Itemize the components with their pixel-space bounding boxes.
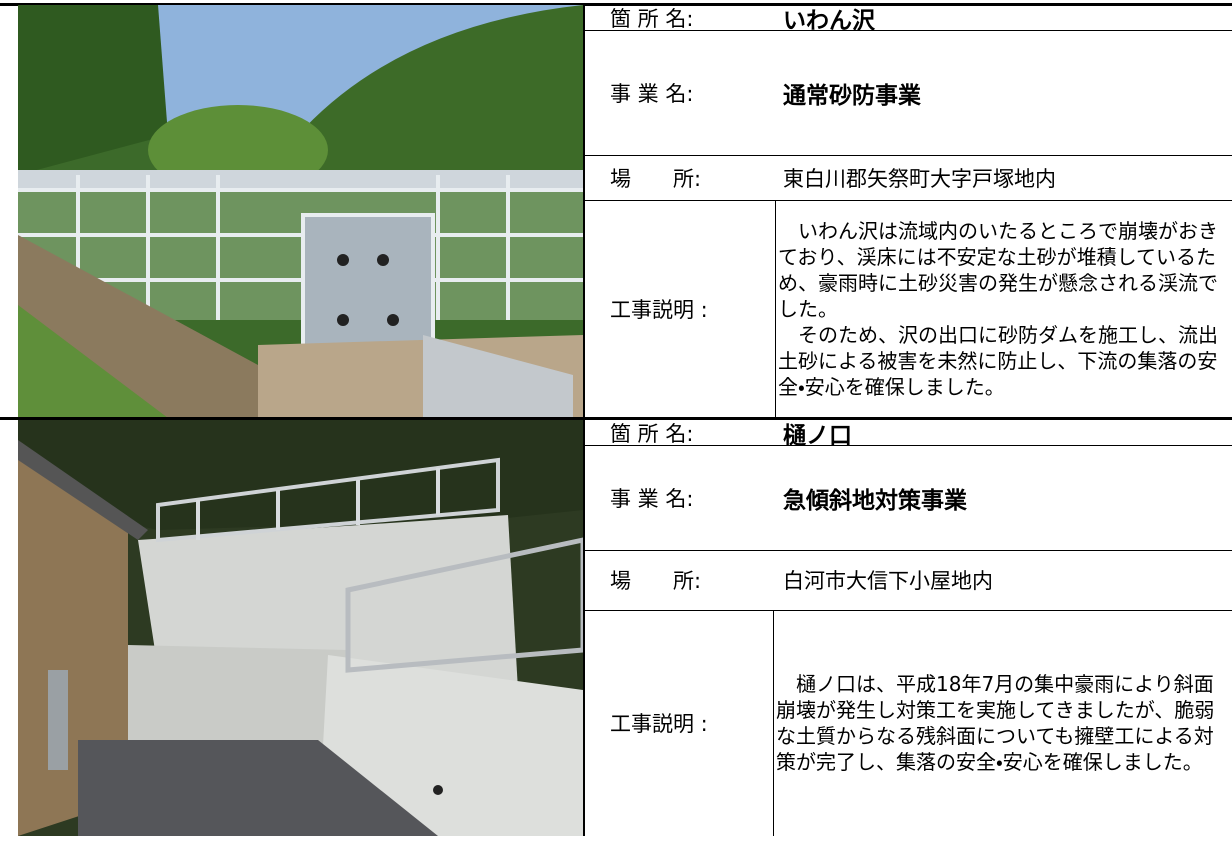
label: 箇 所 名: xyxy=(610,6,694,31)
value: 白河市大信下小屋地内 xyxy=(783,569,993,593)
info-table: 箇 所 名: 樋ノ口 事 業 名: 急傾斜地対策事業 場 所: 白河市大信下小屋… xyxy=(585,420,1232,836)
label: 箇 所 名: xyxy=(610,421,694,446)
block-separator xyxy=(0,417,1232,420)
photo xyxy=(18,420,585,836)
row: 工事説明 : 樋ノ口は、平成18年7月の集中豪雨により斜面崩壊が発生し対策工を実… xyxy=(585,610,1232,836)
description: 樋ノ口は、平成18年7月の集中豪雨により斜面崩壊が発生し対策工を実施してきました… xyxy=(773,610,1232,836)
value: いわん沢 xyxy=(783,7,875,34)
top-border xyxy=(0,3,1232,6)
label: 工事説明 : xyxy=(610,298,708,322)
photo-image xyxy=(18,5,583,418)
row: 工事説明 : いわん沢は流域内のいたるところで崩壊がおきており、渓床には不安定な… xyxy=(585,200,1232,418)
label: 事 業 名: xyxy=(610,81,694,106)
paragraph: 樋ノ口は、平成18年7月の集中豪雨により斜面崩壊が発生し対策工を実施してきました… xyxy=(776,672,1215,774)
photo-image xyxy=(18,420,583,836)
info-table: 箇 所 名: いわん沢 事 業 名: 通常砂防事業 場 所: 東白川郡矢祭町大字… xyxy=(585,5,1232,418)
label: 場 所: xyxy=(610,166,702,191)
row: 事 業 名: 通常砂防事業 xyxy=(585,30,1232,156)
paragraph: いわん沢は流域内のいたるところで崩壊がおきており、渓床には不安定な土砂が堆積して… xyxy=(778,219,1218,321)
label: 工事説明 : xyxy=(610,712,708,736)
row: 場 所: 東白川郡矢祭町大字戸塚地内 xyxy=(585,155,1232,201)
row: 箇 所 名: いわん沢 xyxy=(585,5,1232,34)
project-block: 箇 所 名: 樋ノ口 事 業 名: 急傾斜地対策事業 場 所: 白河市大信下小屋… xyxy=(0,420,1232,836)
label: 事 業 名: xyxy=(610,486,694,511)
value: 樋ノ口 xyxy=(783,422,852,449)
project-block: 箇 所 名: いわん沢 事 業 名: 通常砂防事業 場 所: 東白川郡矢祭町大字… xyxy=(0,5,1232,418)
row: 事 業 名: 急傾斜地対策事業 xyxy=(585,445,1232,551)
value: 急傾斜地対策事業 xyxy=(783,487,967,514)
row: 場 所: 白河市大信下小屋地内 xyxy=(585,550,1232,611)
value: 通常砂防事業 xyxy=(783,82,921,109)
photo xyxy=(18,5,585,418)
row: 箇 所 名: 樋ノ口 xyxy=(585,420,1232,449)
label: 場 所: xyxy=(610,569,702,593)
paragraph: そのため、沢の出口に砂防ダムを施工し、流出土砂による被害を未然に防止し、下流の集… xyxy=(778,323,1218,399)
value: 東白川郡矢祭町大字戸塚地内 xyxy=(783,166,1056,191)
description: いわん沢は流域内のいたるところで崩壊がおきており、渓床には不安定な土砂が堆積して… xyxy=(775,200,1232,418)
